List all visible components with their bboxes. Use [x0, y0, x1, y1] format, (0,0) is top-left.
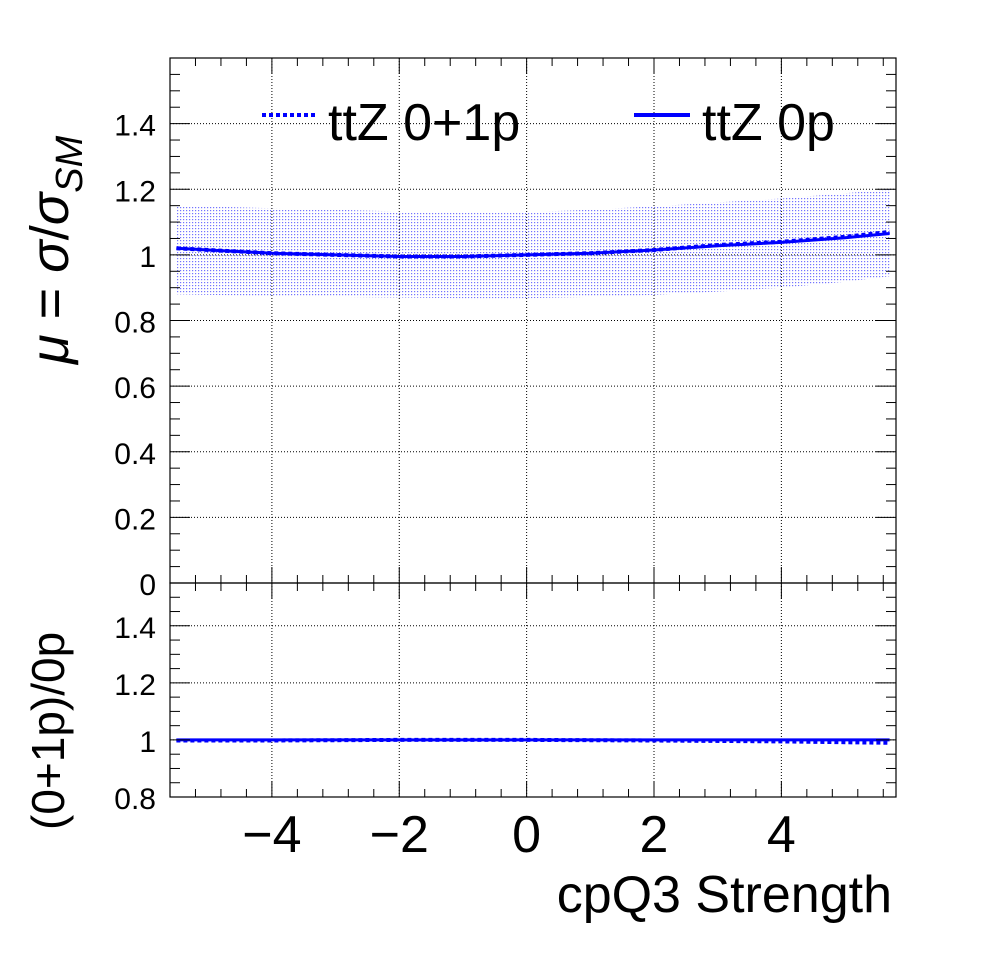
x-tick-label-1: −2 [370, 806, 429, 864]
legend-label-ttz-0p: ttZ 0p [702, 94, 835, 152]
x-tick-label-4: 4 [767, 806, 796, 864]
main-y-tick-label-6: 1.2 [114, 175, 156, 208]
ratio-y-tick-label-3: 1.4 [114, 612, 156, 645]
main-y-tick-label-7: 1.4 [114, 110, 156, 143]
main-y-axis-title: μ = σ/σSM [20, 135, 91, 366]
y-title-eq: = [20, 273, 80, 335]
panel-frames [169, 57, 897, 798]
main-y-tick-label-5: 1 [139, 241, 156, 274]
x-tick-label-3: 2 [640, 806, 669, 864]
x-tick-label-0: −4 [242, 806, 301, 864]
ratio-y-tick-label-1: 1 [139, 726, 156, 759]
y-title-sigma: σ [20, 238, 80, 273]
main-y-tick-label-0: 0 [139, 569, 156, 602]
x-tick-labels: −4 −2 0 2 4 [242, 806, 796, 864]
ratio-line-dotted [176, 737, 890, 745]
legend: ttZ 0+1p ttZ 0p [262, 94, 835, 152]
ratio-panel-grid [170, 583, 896, 797]
ratio-y-axis-title: (0+1p)/0p [22, 632, 74, 830]
legend-label-ttz-0-1p: ttZ 0+1p [328, 94, 520, 152]
main-y-tick-labels: 0 0.2 0.4 0.6 0.8 1 1.2 1.4 [114, 110, 156, 602]
ratio-panel-series [176, 737, 890, 745]
main-y-tick-label-1: 0.2 [114, 503, 156, 536]
main-y-tick-label-4: 0.8 [114, 307, 156, 340]
x-axis-title: cpQ3 Strength [557, 866, 892, 924]
main-panel-series [176, 229, 890, 259]
y-title-slash: / [20, 225, 80, 240]
main-y-tick-label-3: 0.6 [114, 372, 156, 405]
y-title-mu: μ [20, 334, 80, 366]
x-tick-label-2: 0 [512, 806, 541, 864]
y-title-sigma-sm: σ [20, 190, 80, 225]
ratio-panel-frame [169, 582, 897, 798]
uncertainty-band-area [176, 189, 890, 299]
ratio-y-tick-label-2: 1.2 [114, 669, 156, 702]
main-y-tick-label-2: 0.4 [114, 438, 156, 471]
axis-ticks [170, 57, 896, 798]
y-title-subscript: SM [49, 135, 91, 192]
ratio-y-tick-labels: 0.8 1 1.2 1.4 [114, 612, 156, 816]
uncertainty-band [176, 189, 890, 299]
ratio-y-tick-label-0: 0.8 [114, 783, 156, 816]
